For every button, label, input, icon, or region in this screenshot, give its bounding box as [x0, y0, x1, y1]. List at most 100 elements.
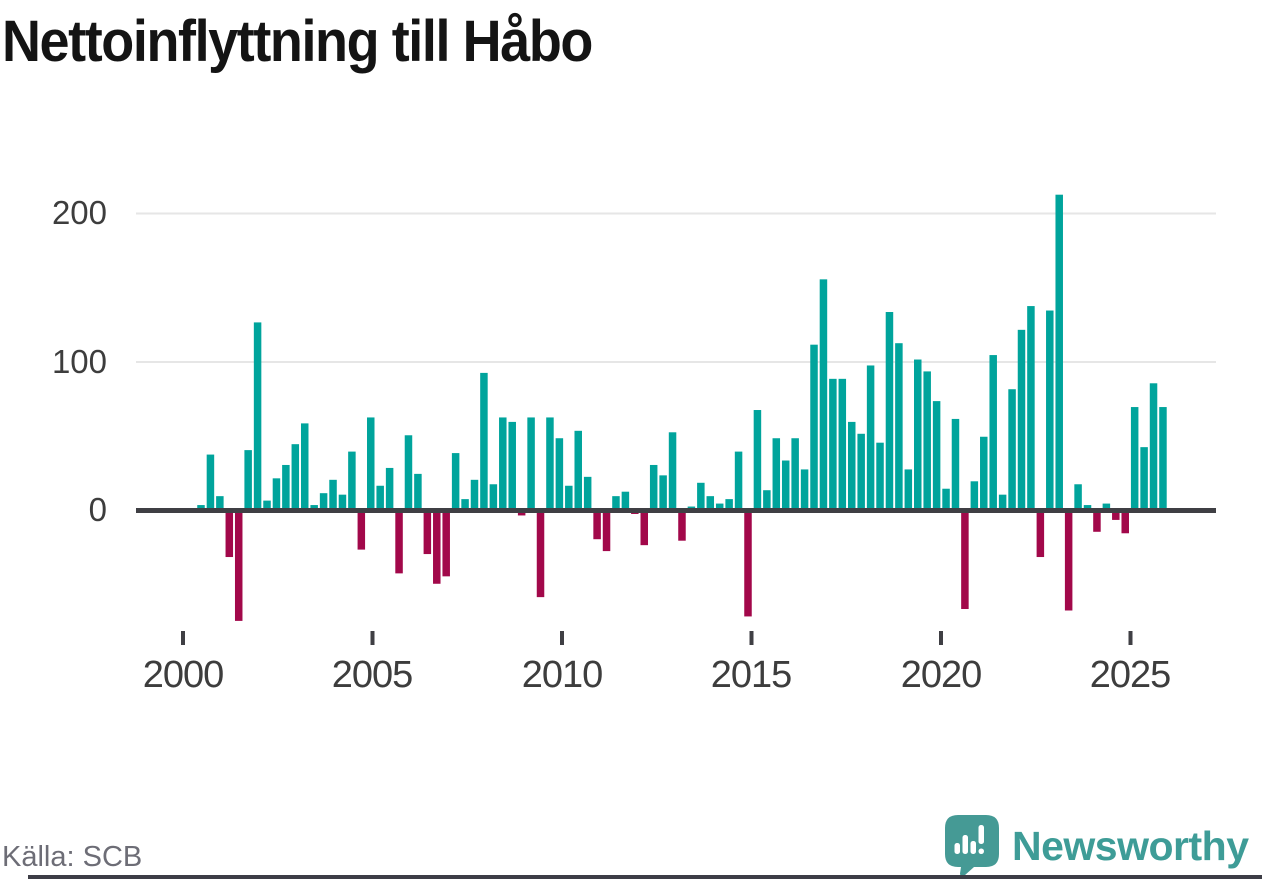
- brand-wordmark: Newsworthy: [1012, 822, 1249, 869]
- bar-2019-q1: [904, 469, 913, 511]
- bar-2007-q2: [461, 499, 469, 511]
- y-axis-label-200: 200: [51, 194, 107, 231]
- bar-2008-q2: [499, 417, 507, 511]
- bar-2023-q1: [1055, 194, 1063, 511]
- chart-title: Nettoinflyttning till Håbo: [2, 9, 593, 74]
- bar-2002-q4: [291, 444, 300, 511]
- bar-2020-q2: [951, 418, 960, 511]
- bar-2015-q3: [772, 438, 781, 511]
- bar-2020-q1: [942, 488, 950, 511]
- bar-2008-q4: [517, 511, 526, 516]
- bar-2014-q4: [744, 511, 752, 617]
- bar-2021-q2: [989, 355, 997, 511]
- bar-2023-q2: [1064, 511, 1073, 611]
- bar-2001-q2: [234, 511, 243, 621]
- bar-2017-q1: [829, 378, 837, 511]
- bar-2007-q3: [470, 479, 479, 511]
- x-axis-label-2020: 2020: [900, 654, 983, 696]
- logo-exclamation-dot: [978, 848, 984, 854]
- bar-2001-q4: [253, 322, 262, 511]
- bar-2003-q4: [329, 479, 337, 511]
- gridline-100: [136, 212, 1216, 215]
- bar-2007-q1: [451, 453, 460, 511]
- bar-2020-q4: [970, 481, 979, 511]
- bar-2018-q3: [885, 312, 894, 511]
- bar-2000-q3: [206, 454, 215, 511]
- bar-2002-q2: [272, 478, 281, 511]
- y-axis-label-100: 100: [51, 343, 107, 380]
- bar-2011-q1: [602, 511, 611, 552]
- bar-2010-q2: [574, 430, 582, 511]
- bar-2016-q4: [819, 279, 828, 511]
- bar-2014-q2: [725, 499, 733, 511]
- bar-2012-q3: [659, 475, 667, 511]
- x-axis-tick-2025: [1128, 631, 1133, 645]
- x-axis-tick-2000: [181, 631, 185, 645]
- bar-2005-q1: [376, 485, 384, 511]
- bar-2003-q1: [300, 423, 309, 511]
- bar-2005-q4: [404, 435, 413, 511]
- gridline-200: [136, 361, 1216, 363]
- bar-2022-q3: [1036, 511, 1045, 558]
- bar-2024-q1: [1093, 511, 1101, 532]
- bar-2012-q4: [668, 432, 677, 511]
- bar-2019-q2: [914, 359, 922, 511]
- bar-2001-q1: [225, 511, 234, 558]
- bar-2011-q3: [621, 491, 630, 511]
- bar-2009-q3: [546, 417, 554, 511]
- bar-2024-q2: [1102, 503, 1111, 511]
- bar-2004-q1: [338, 494, 347, 511]
- bar-2013-q1: [678, 511, 686, 541]
- bar-2014-q1: [715, 503, 724, 511]
- bar-2012-q2: [649, 464, 658, 511]
- x-axis-line: [136, 508, 1216, 513]
- x-axis-tick-2010: [560, 631, 564, 645]
- bar-2018-q4: [895, 343, 903, 511]
- bar-2018-q1: [866, 365, 875, 511]
- y-axis-label-0: 0: [88, 491, 107, 528]
- bar-2024-q4: [1121, 511, 1129, 534]
- x-axis-tick-2020: [939, 631, 943, 645]
- bar-2021-q4: [1008, 389, 1016, 511]
- bar-2022-q1: [1017, 329, 1026, 511]
- bar-2009-q4: [555, 438, 564, 511]
- bar-2025-q3: [1149, 383, 1158, 511]
- bar-2022-q2: [1027, 306, 1035, 511]
- bar-2015-q1: [753, 410, 762, 511]
- x-axis-label-2005: 2005: [331, 654, 414, 696]
- bar-2006-q3: [433, 511, 441, 584]
- bar-2006-q2: [423, 511, 432, 555]
- newsworthy-brand: Newsworthy: [944, 814, 1249, 877]
- bar-2006-q1: [414, 473, 422, 511]
- bar-2009-q2: [536, 511, 545, 598]
- bar-2004-q4: [367, 417, 375, 511]
- bar-2008-q1: [489, 484, 498, 511]
- logo-bar-3: [970, 841, 976, 854]
- bar-2017-q4: [857, 433, 865, 511]
- x-axis-label-2000: 2000: [142, 654, 225, 696]
- bar-2005-q3: [395, 511, 403, 574]
- bar-2002-q1: [263, 500, 271, 511]
- bar-2018-q2: [876, 442, 884, 511]
- bar-2009-q1: [527, 417, 535, 511]
- bar-2019-q3: [923, 371, 931, 511]
- bar-2022-q4: [1046, 310, 1054, 511]
- bar-2015-q2: [763, 490, 771, 511]
- bar-2011-q2: [612, 496, 620, 511]
- bar-2025-q1: [1130, 407, 1139, 511]
- x-axis-label-2010: 2010: [521, 654, 604, 696]
- x-axis-tick-2005: [370, 631, 375, 645]
- bar-2001-q3: [244, 450, 252, 511]
- bar-2002-q3: [282, 464, 290, 511]
- bar-2014-q3: [734, 451, 743, 511]
- bar-2023-q3: [1074, 484, 1082, 511]
- bar-2017-q2: [838, 378, 847, 511]
- logo-bar-1: [954, 843, 960, 854]
- bar-2013-q4: [706, 496, 715, 511]
- bar-2008-q3: [508, 421, 516, 511]
- bar-2010-q1: [565, 485, 573, 511]
- bar-2025-q2: [1140, 447, 1148, 511]
- x-axis-tick-2015: [749, 631, 754, 645]
